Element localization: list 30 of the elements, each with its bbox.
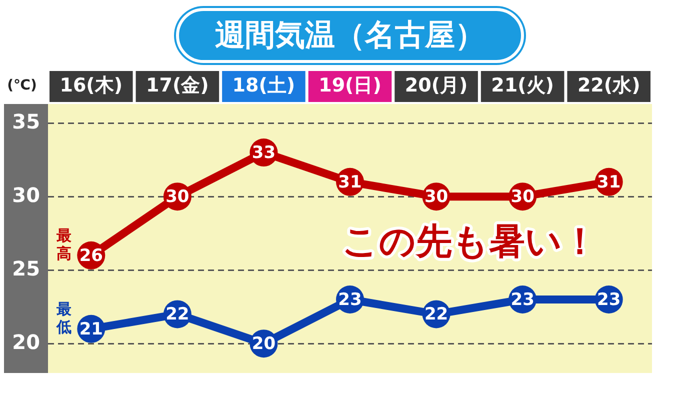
data-label: 23 bbox=[597, 290, 621, 310]
y-tick-label: 30 bbox=[12, 182, 40, 207]
x-tick-label: 22(水) bbox=[577, 74, 640, 97]
x-tick-label: 17(金) bbox=[146, 74, 209, 97]
series-label: 最低 bbox=[56, 300, 72, 336]
x-tick-label: 16(木) bbox=[60, 74, 123, 97]
data-label: 31 bbox=[338, 172, 362, 192]
y-tick-label: 35 bbox=[12, 109, 40, 134]
data-label: 22 bbox=[166, 304, 190, 325]
x-tick-label: 19(日) bbox=[318, 74, 382, 97]
x-tick-label: 18(土) bbox=[232, 74, 296, 97]
data-label: 30 bbox=[510, 187, 535, 208]
data-label: 30 bbox=[424, 187, 448, 208]
series-label: 最高 bbox=[56, 226, 72, 262]
data-label: 23 bbox=[338, 290, 362, 310]
data-label: 31 bbox=[597, 172, 621, 192]
annotation: この先も暑い！ bbox=[342, 221, 598, 262]
data-label: 23 bbox=[510, 290, 534, 310]
data-label: 21 bbox=[79, 319, 103, 340]
data-label: 30 bbox=[166, 187, 190, 208]
x-tick-label: 21(火) bbox=[491, 74, 554, 97]
data-label: 20 bbox=[252, 334, 276, 354]
chart-title: 週間気温（名古屋） bbox=[176, 8, 524, 63]
x-tick-label: 20(月) bbox=[404, 74, 468, 97]
data-label: 22 bbox=[424, 304, 448, 325]
data-label: 33 bbox=[252, 142, 276, 163]
y-tick-label: 20 bbox=[12, 330, 40, 354]
y-axis-title: (℃) bbox=[7, 78, 37, 94]
data-label: 26 bbox=[79, 246, 103, 266]
y-tick-label: 25 bbox=[12, 256, 40, 280]
